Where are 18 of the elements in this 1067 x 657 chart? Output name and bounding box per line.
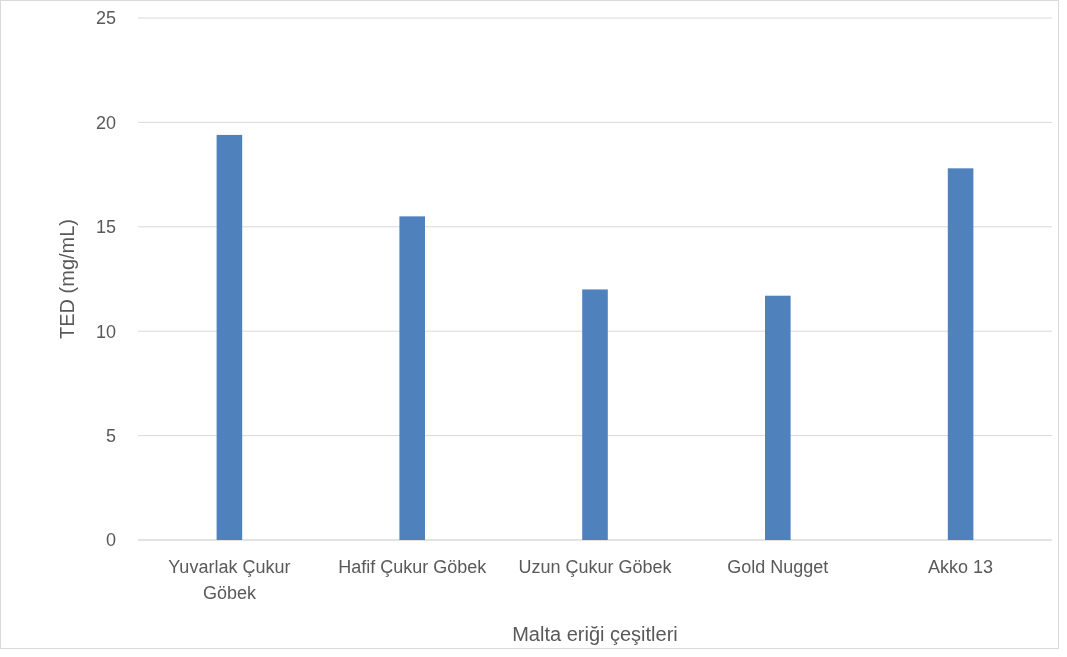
x-tick-label: Hafif Çukur Göbek <box>338 557 488 577</box>
x-tick-label: Akko 13 <box>928 557 994 577</box>
y-tick-label: 10 <box>95 321 116 342</box>
x-axis-title: Malta eriği çeşitleri <box>512 623 678 645</box>
bar <box>399 216 425 540</box>
y-tick-label: 0 <box>105 530 116 551</box>
y-tick-label: 20 <box>95 112 116 133</box>
bar <box>216 134 243 540</box>
y-tick-label: 5 <box>105 425 116 446</box>
y-axis-title: TED (mg/mL) <box>56 219 78 339</box>
y-tick-label: 25 <box>95 8 116 29</box>
y-tick-label: 15 <box>95 217 116 238</box>
x-tick-label: Yuvarlak Çukur Göbek <box>168 557 291 603</box>
bar <box>947 168 974 540</box>
x-tick-label: Uzun Çukur Göbek <box>518 557 673 577</box>
bar <box>765 295 791 540</box>
bar <box>582 289 608 540</box>
x-tick-label: Gold Nugget <box>727 557 829 577</box>
